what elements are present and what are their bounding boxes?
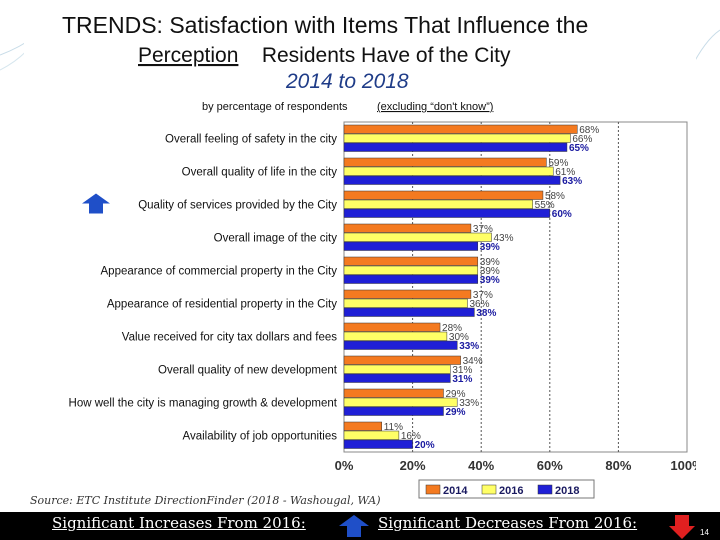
data-label-2014: 11% <box>384 422 403 433</box>
chart-title-line2: Residents Have of the City <box>256 44 511 67</box>
data-label-2016: 36% <box>469 299 489 310</box>
data-label-2018: 39% <box>480 242 500 253</box>
bar-2014 <box>343 157 547 167</box>
x-tick-label: 0% <box>335 458 354 473</box>
bar-2014 <box>343 190 544 200</box>
bar-2018 <box>343 340 458 350</box>
bar-2014 <box>343 355 461 365</box>
category-label: Appearance of residential property in th… <box>107 299 337 311</box>
arrow-up-icon <box>339 515 369 537</box>
chart-title-line1: TRENDS: Satisfaction with Items That Inf… <box>62 12 588 38</box>
bar-2018 <box>343 439 413 449</box>
legend-swatch-2016 <box>481 484 497 495</box>
data-label-2018: 60% <box>552 209 572 220</box>
data-label-2014: 68% <box>579 125 599 136</box>
bar-2014 <box>343 322 441 332</box>
bar-2014 <box>343 124 578 134</box>
category-label: Appearance of commercial property in the… <box>101 266 338 278</box>
legend-label-2014: 2014 <box>443 485 468 497</box>
data-label-2016: 31% <box>452 365 472 376</box>
x-tick-label: 40% <box>468 458 494 473</box>
chart: TRENDS: Satisfaction with Items That Inf… <box>30 12 696 507</box>
data-label-2018: 31% <box>452 374 472 385</box>
category-label: Overall quality of new development <box>158 365 338 377</box>
bar-2018 <box>343 406 444 416</box>
data-label-2016: 30% <box>449 332 469 343</box>
data-label-2014: 39% <box>480 257 500 268</box>
bar-2014 <box>343 223 472 233</box>
chart-source: Source: ETC Institute DirectionFinder (2… <box>30 494 381 507</box>
chart-subtitle-note: (excluding “don't know”) <box>377 101 493 113</box>
bar-2016 <box>343 199 533 209</box>
category-label: Overall feeling of safety in the city <box>165 134 337 146</box>
data-label-2016: 39% <box>480 266 500 277</box>
bar-2018 <box>343 274 479 284</box>
data-label-2016: 33% <box>459 398 479 409</box>
bar-2014 <box>343 289 472 299</box>
footer-decreases-label: Significant Decreases From 2016: <box>378 514 638 532</box>
bar-2018 <box>343 208 551 218</box>
data-label-2016: 61% <box>555 167 575 178</box>
category-label: Value received for city tax dollars and … <box>122 332 337 344</box>
category-label: Overall quality of life in the city <box>182 167 338 179</box>
data-label-2018: 29% <box>445 407 465 418</box>
data-label-2016: 43% <box>493 233 513 244</box>
bar-2018 <box>343 373 451 383</box>
bar-2018 <box>343 241 479 251</box>
legend-swatch-2014 <box>425 484 441 495</box>
bar-2016 <box>343 232 492 242</box>
data-label-2016: 16% <box>401 431 421 442</box>
data-label-2018: 33% <box>459 341 479 352</box>
data-label-2018: 39% <box>480 275 500 286</box>
bar-2016 <box>343 166 554 176</box>
data-label-2014: 58% <box>545 191 565 202</box>
bar-2016 <box>343 298 468 308</box>
data-label-2018: 65% <box>569 143 589 154</box>
data-label-2016: 66% <box>572 134 592 145</box>
legend-swatch-2018 <box>537 484 553 495</box>
chart-subtitle: by percentage of respondents <box>202 101 351 113</box>
data-label-2016: 55% <box>535 200 555 211</box>
arrow-up-icon <box>82 193 110 214</box>
data-label-2018: 20% <box>415 440 435 451</box>
bar-2016 <box>343 397 458 407</box>
chart-title-underlined: Perception <box>138 44 238 67</box>
bar-2014 <box>343 388 444 398</box>
chart-title-years: 2014 to 2018 <box>285 70 409 93</box>
data-label-2014: 28% <box>442 323 462 334</box>
bar-2016 <box>343 133 571 143</box>
bar-2014 <box>343 421 382 431</box>
category-label: How well the city is managing growth & d… <box>69 398 338 410</box>
data-label-2014: 37% <box>473 290 493 301</box>
category-label: Availability of job opportunities <box>183 431 338 443</box>
bar-2018 <box>343 307 475 317</box>
legend: 2014 2016 2018 <box>418 479 595 499</box>
x-tick-label: 60% <box>537 458 563 473</box>
bar-2016 <box>343 331 448 341</box>
data-label-2018: 63% <box>562 176 582 187</box>
data-label-2014: 37% <box>473 224 493 235</box>
arrow-down-icon <box>669 515 695 539</box>
chart-panel: TRENDS: Satisfaction with Items That Inf… <box>24 4 696 512</box>
significant-increase-marker <box>82 193 110 214</box>
data-label-2014: 59% <box>548 158 568 169</box>
legend-label-2018: 2018 <box>555 485 579 497</box>
data-label-2014: 29% <box>445 389 465 400</box>
page-number: 14 <box>700 528 709 537</box>
bar-2018 <box>343 175 561 185</box>
x-tick-label: 80% <box>605 458 631 473</box>
legend-label-2016: 2016 <box>499 485 523 497</box>
x-tick-label: 20% <box>400 458 426 473</box>
bar-2018 <box>343 142 568 152</box>
data-label-2018: 38% <box>476 308 496 319</box>
data-label-2014: 34% <box>463 356 483 367</box>
category-label: Overall image of the city <box>214 233 338 245</box>
bar-2016 <box>343 364 451 374</box>
bar-2014 <box>343 256 479 266</box>
bar-2016 <box>343 430 400 440</box>
bar-2016 <box>343 265 479 275</box>
category-label: Quality of services provided by the City <box>138 200 337 212</box>
footer-increases-label: Significant Increases From 2016: <box>52 514 306 532</box>
x-tick-label: 100% <box>670 458 696 473</box>
